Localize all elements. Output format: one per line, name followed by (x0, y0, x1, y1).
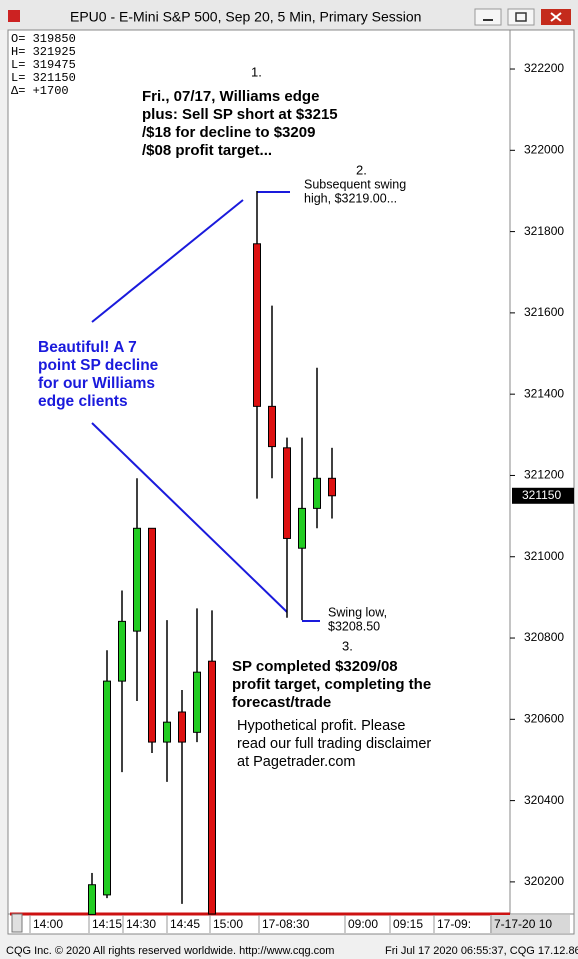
marker-label: 1. (251, 64, 262, 79)
marker-label: 2. (356, 162, 367, 177)
annotation-line: $3208.50 (328, 619, 380, 633)
candle-body (148, 527, 156, 743)
candle-body (328, 477, 336, 497)
y-tick-label: 322000 (524, 142, 564, 156)
annotation-line: Beautiful! A 7 (38, 339, 137, 356)
candle-body (298, 507, 306, 549)
annotation-line: edge clients (38, 393, 128, 410)
annotation-line: Fri., 07/17, Williams edge (142, 88, 319, 105)
annotation-line: profit target, completing the (232, 676, 431, 693)
candle-body (313, 477, 321, 509)
maximize-icon (515, 12, 527, 22)
annotation-line: Swing low, (328, 605, 387, 619)
annotation-line: SP completed $3209/08 (232, 658, 398, 675)
candle-body (268, 405, 276, 448)
annotation-line: Subsequent swing (304, 177, 406, 191)
y-tick-label: 321400 (524, 386, 564, 400)
footer-left: CQG Inc. © 2020 All rights reserved worl… (6, 945, 334, 957)
x-tick-label: 09:15 (393, 917, 423, 931)
annotation-line: high, $3219.00... (304, 191, 397, 205)
price-axis (509, 29, 575, 915)
last-price-label: 321150 (522, 488, 561, 502)
annotation-line: forecast/trade (232, 694, 331, 711)
annotation-line: plus: Sell SP short at $3215 (142, 106, 338, 123)
x-tick-label: 14:45 (170, 917, 200, 931)
y-tick-label: 320200 (524, 874, 564, 888)
x-tick-label: 14:30 (126, 917, 156, 931)
app-icon (8, 10, 20, 22)
candle-body (88, 884, 96, 915)
annotation-line: /$18 for decline to $3209 (142, 124, 315, 141)
annotation-line: Hypothetical profit. Please (237, 718, 405, 734)
plot-area (7, 29, 511, 915)
footer-right: Fri Jul 17 2020 06:55:37, CQG 17.12.86 (385, 945, 578, 957)
trend-line (91, 422, 288, 613)
info-line: O= 319850 (11, 32, 76, 46)
candle-body (178, 711, 186, 743)
candle-body (208, 660, 216, 915)
scroll-thumb[interactable] (11, 913, 23, 933)
candle-body (163, 721, 171, 743)
y-tick-label: 320800 (524, 630, 564, 644)
y-tick-label: 320600 (524, 711, 564, 725)
close-icon (550, 12, 562, 22)
info-line: L= 321150 (11, 71, 76, 85)
x-tick-label: 09:00 (348, 917, 378, 931)
y-tick-label: 322200 (524, 61, 564, 75)
candle-body (283, 447, 291, 539)
y-tick-label: 321000 (524, 549, 564, 563)
y-tick-label: 321800 (524, 224, 564, 238)
candle-body (253, 243, 261, 407)
annotation-line: for our Williams (38, 375, 155, 392)
x-tick-label: 17-09: (437, 917, 471, 931)
maximize-button[interactable] (507, 8, 535, 26)
x-tick-label: 17-08:30 (262, 917, 310, 931)
candle-body (103, 680, 111, 896)
candle-body (118, 620, 126, 682)
annotation-line: /$08 profit target... (142, 142, 272, 159)
candle-body (193, 671, 201, 733)
trend-line (91, 199, 244, 323)
annotation-line: at Pagetrader.com (237, 754, 356, 770)
y-tick-label: 321600 (524, 305, 564, 319)
time-highlight (490, 915, 570, 933)
annotation-line: point SP decline (38, 357, 159, 374)
window-title: EPU0 - E-Mini S&P 500, Sep 20, 5 Min, Pr… (70, 9, 421, 25)
candle-body (133, 527, 141, 632)
x-tick-label: 7-17-20 10 (494, 917, 552, 931)
x-tick-label: 14:00 (33, 917, 63, 931)
info-line: H= 321925 (11, 45, 76, 59)
x-tick-label: 15:00 (213, 917, 243, 931)
info-line: L= 319475 (11, 58, 76, 72)
info-line: Δ= +1700 (11, 84, 69, 98)
status-bar (0, 937, 578, 959)
y-tick-label: 320400 (524, 793, 564, 807)
minimize-button[interactable] (474, 8, 502, 26)
annotation-line: read our full trading disclaimer (237, 736, 431, 752)
y-tick-label: 321200 (524, 468, 564, 482)
x-tick-label: 14:15 (92, 917, 122, 931)
marker-label: 3. (342, 638, 353, 653)
last-price-box (512, 487, 574, 504)
info-box: O= 319850 H= 321925 L= 319475 L= 321150 … (11, 32, 76, 98)
